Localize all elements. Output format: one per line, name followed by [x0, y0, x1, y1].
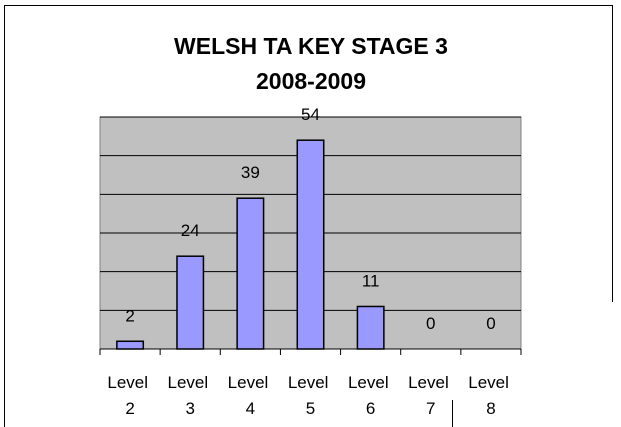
x-tick-label: Level 8	[468, 373, 513, 418]
data-label: 11	[362, 271, 380, 290]
bar	[296, 139, 325, 350]
x-tick-label: Level 2	[107, 373, 152, 418]
data-label: 0	[426, 314, 435, 333]
data-label: 54	[301, 105, 320, 124]
x-tick-label: Level 7	[408, 373, 453, 418]
data-label: 24	[181, 221, 200, 240]
bar	[176, 255, 205, 350]
chart-title: WELSH TA KEY STAGE 3	[174, 33, 448, 59]
bar	[236, 197, 265, 350]
chart-subtitle: 2008-2009	[256, 68, 366, 94]
data-label: 0	[486, 314, 495, 333]
data-label: 39	[241, 163, 260, 182]
bar	[116, 340, 145, 350]
data-label: 2	[125, 306, 134, 325]
x-tick-label: Level 5	[288, 373, 333, 418]
x-tick-label: Level 6	[348, 373, 393, 418]
bar	[356, 305, 385, 350]
x-tick-label: Level 4	[228, 373, 273, 418]
x-tick-label: Level 3	[168, 373, 213, 418]
